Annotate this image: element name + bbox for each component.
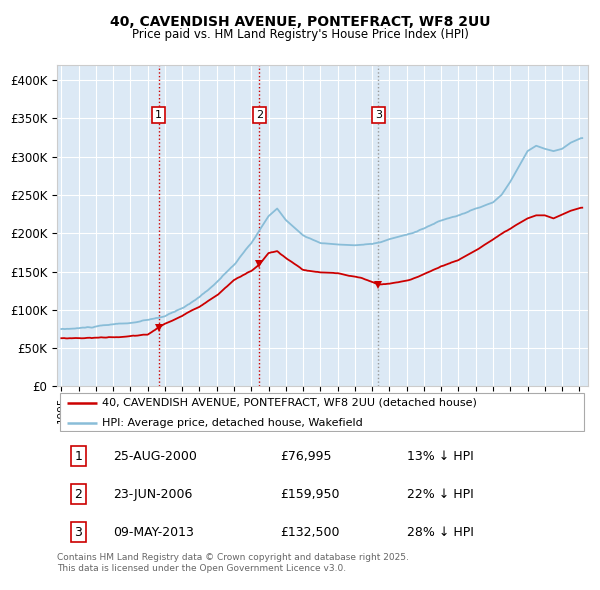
Text: 25-AUG-2000: 25-AUG-2000 (113, 450, 197, 463)
Text: 3: 3 (375, 110, 382, 120)
Text: 23-JUN-2006: 23-JUN-2006 (113, 487, 192, 501)
Text: £159,950: £159,950 (280, 487, 340, 501)
Text: £132,500: £132,500 (280, 526, 340, 539)
Text: 09-MAY-2013: 09-MAY-2013 (113, 526, 194, 539)
Text: 2: 2 (256, 110, 263, 120)
Text: HPI: Average price, detached house, Wakefield: HPI: Average price, detached house, Wake… (102, 418, 363, 428)
Text: £76,995: £76,995 (280, 450, 332, 463)
Text: 13% ↓ HPI: 13% ↓ HPI (407, 450, 474, 463)
Text: 22% ↓ HPI: 22% ↓ HPI (407, 487, 474, 501)
Text: 28% ↓ HPI: 28% ↓ HPI (407, 526, 475, 539)
Text: Contains HM Land Registry data © Crown copyright and database right 2025.
This d: Contains HM Land Registry data © Crown c… (57, 553, 409, 573)
Text: 1: 1 (155, 110, 163, 120)
Text: Price paid vs. HM Land Registry's House Price Index (HPI): Price paid vs. HM Land Registry's House … (131, 28, 469, 41)
Text: 40, CAVENDISH AVENUE, PONTEFRACT, WF8 2UU (detached house): 40, CAVENDISH AVENUE, PONTEFRACT, WF8 2U… (102, 398, 477, 408)
Text: 3: 3 (74, 526, 82, 539)
FancyBboxPatch shape (59, 393, 584, 431)
Text: 1: 1 (74, 450, 82, 463)
Text: 40, CAVENDISH AVENUE, PONTEFRACT, WF8 2UU: 40, CAVENDISH AVENUE, PONTEFRACT, WF8 2U… (110, 15, 490, 29)
Text: 2: 2 (74, 487, 82, 501)
